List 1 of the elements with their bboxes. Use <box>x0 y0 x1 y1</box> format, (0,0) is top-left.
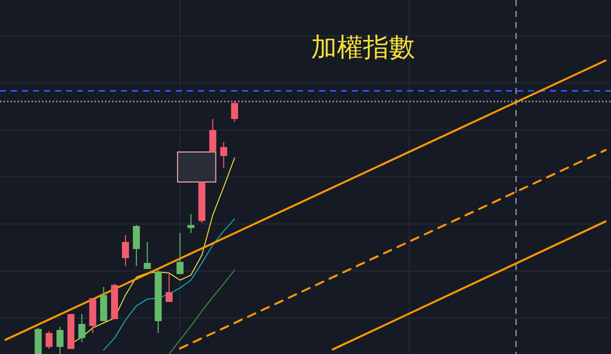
chart-title: 加權指數 <box>311 33 415 63</box>
